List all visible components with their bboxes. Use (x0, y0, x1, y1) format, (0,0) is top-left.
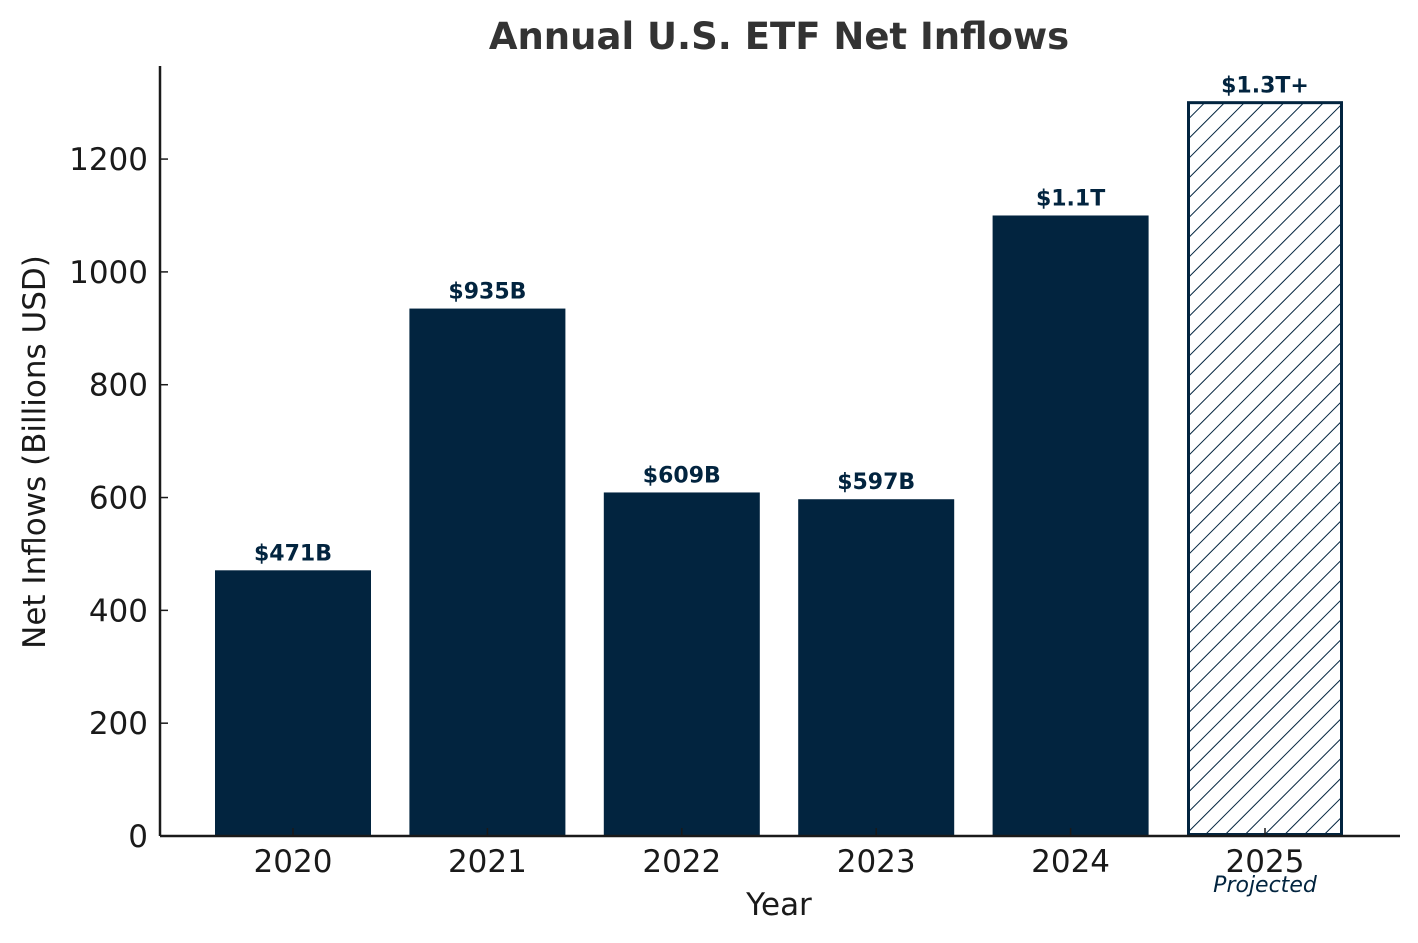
plot-area: $471B 2020 $935B 2021 $609B 2022 $597B 2023 $1.1… (69, 66, 1400, 898)
x-tick-label-2023: 2023 (837, 844, 916, 880)
y-tick-label-800: 800 (89, 368, 148, 404)
x-tick-label-2021: 2021 (448, 844, 527, 880)
data-label-2023: $597B (837, 470, 915, 495)
y-tick-label-200: 200 (89, 706, 148, 742)
y-tick-label-1200: 1200 (69, 142, 148, 178)
x-tick-label-2024: 2024 (1031, 844, 1110, 880)
data-label-2022: $609B (643, 463, 721, 488)
y-tick-label-1000: 1000 (69, 255, 148, 291)
y-axis-label: Net Inflows (Billions USD) (17, 255, 53, 649)
bar-2023 (798, 499, 955, 836)
data-label-2024: $1.1T (1036, 186, 1105, 211)
data-label-2020: $471B (254, 541, 332, 566)
data-label-2025: $1.3T+ (1221, 74, 1309, 99)
x-tick-label-2025: 2025 (1226, 844, 1305, 880)
y-tick-label-600: 600 (89, 481, 148, 517)
bar-2024 (992, 215, 1149, 836)
chart-title: Annual U.S. ETF Net Inflows (489, 15, 1069, 58)
y-tick-label-0: 0 (128, 819, 148, 855)
data-label-2021: $935B (448, 280, 526, 305)
bar-2020 (215, 570, 371, 836)
x-axis-label: Year (745, 887, 812, 923)
bar-2025 (1187, 101, 1343, 836)
projected-note: Projected (1213, 873, 1318, 898)
y-tick-label-400: 400 (89, 593, 148, 629)
x-tick-label-2022: 2022 (642, 844, 721, 880)
bar-2022 (603, 492, 760, 836)
x-tick-label-2020: 2020 (254, 844, 333, 880)
bar-2021 (409, 308, 566, 837)
